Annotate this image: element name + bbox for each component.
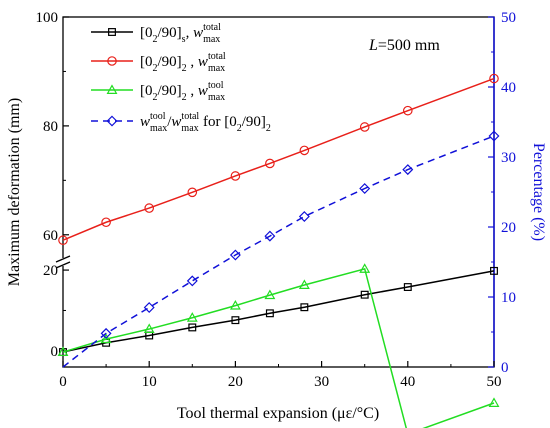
data-point <box>403 283 412 291</box>
legend-item: wtool max/wtotal max for [02/90]2 <box>91 111 271 134</box>
data-point <box>186 312 198 322</box>
data-point <box>265 158 275 169</box>
right-axis-ticks: 0 10 20 30 40 50 <box>488 10 516 376</box>
data-point <box>490 266 498 275</box>
length-annotation: L=500 mm <box>368 37 440 54</box>
data-point <box>359 183 371 194</box>
data-point <box>143 302 155 313</box>
series-4 <box>62 130 500 368</box>
data-point <box>488 130 500 142</box>
x-tick-label: 20 <box>228 374 243 390</box>
legend-marker <box>106 84 118 94</box>
x-tick-label: 30 <box>314 374 329 390</box>
series-line <box>62 77 495 241</box>
data-point <box>298 211 310 222</box>
left-tick-label: 100 <box>36 10 59 26</box>
right-tick-label: 30 <box>501 150 516 166</box>
data-point <box>100 333 112 344</box>
data-point <box>144 203 154 213</box>
data-point <box>359 263 371 273</box>
legend: [02/90]s, wtotal max [02/90]2 , wtotal max [… <box>91 22 271 134</box>
data-point <box>229 249 241 261</box>
series-3 <box>57 263 500 428</box>
series-1 <box>59 266 498 357</box>
left-axis-ticks: 0 20 60 80 100 <box>36 10 69 360</box>
left-tick-label: 80 <box>43 119 58 135</box>
axis-break <box>55 255 71 269</box>
left-tick-label: 0 <box>51 344 59 360</box>
data-point <box>488 397 500 407</box>
data-point <box>402 105 413 116</box>
data-point <box>231 316 240 325</box>
x-tick-label: 10 <box>142 374 157 390</box>
series-2 <box>58 73 499 246</box>
legend-marker <box>107 56 117 66</box>
data-point <box>298 279 310 289</box>
x-tick-label: 50 <box>487 374 502 390</box>
legend-marker <box>106 115 118 127</box>
legend-item: [02/90]2 , wtool max <box>91 80 225 103</box>
left-tick-label: 20 <box>43 263 58 279</box>
legend-label: wtool max/wtotal max for [02/90]2 <box>140 111 271 134</box>
right-axis-title: Percentage (%) <box>530 143 547 241</box>
legend-label: [02/90]2 , wtotal max <box>140 51 226 74</box>
x-axis-title: Tool thermal expansion (με/°C) <box>177 405 379 422</box>
data-point <box>264 289 276 300</box>
data-point <box>264 230 276 242</box>
right-tick-label: 40 <box>501 80 516 96</box>
left-axis-title: Maximum deformation (mm) <box>6 98 23 286</box>
data-point <box>100 327 112 339</box>
data-point <box>402 164 414 176</box>
data-point <box>299 145 310 156</box>
x-tick-label: 0 <box>59 374 67 390</box>
series-line <box>62 270 495 353</box>
x-tick-label: 40 <box>400 374 415 390</box>
data-point <box>359 122 370 132</box>
legend-item: [02/90]2 , wtotal max <box>91 51 226 74</box>
legend-label: [02/90]2 , wtool max <box>140 80 225 103</box>
right-tick-label: 0 <box>501 360 509 376</box>
data-point <box>188 323 197 332</box>
right-tick-label: 20 <box>501 220 516 236</box>
left-tick-label: 60 <box>43 228 58 244</box>
data-point <box>101 217 111 228</box>
data-point <box>143 323 155 333</box>
plot-frame <box>62 16 495 368</box>
data-point <box>58 235 68 246</box>
right-tick-label: 10 <box>501 290 516 306</box>
data-point <box>186 275 198 287</box>
series-layer <box>57 73 500 428</box>
data-point <box>57 346 69 357</box>
data-point <box>187 187 198 198</box>
legend-item: [02/90]s, wtotal max <box>91 22 221 45</box>
data-point <box>489 73 499 84</box>
legend-marker <box>108 28 116 36</box>
right-tick-label: 50 <box>501 10 516 26</box>
data-point <box>230 171 241 181</box>
data-point <box>300 303 309 312</box>
data-point <box>229 299 241 310</box>
legend-label: [02/90]s, wtotal max <box>140 22 221 45</box>
data-point <box>265 309 274 318</box>
series-line <box>62 267 495 428</box>
series-line <box>62 135 495 368</box>
data-point <box>360 290 369 299</box>
x-axis-ticks: 0 10 20 30 40 50 <box>59 361 502 390</box>
